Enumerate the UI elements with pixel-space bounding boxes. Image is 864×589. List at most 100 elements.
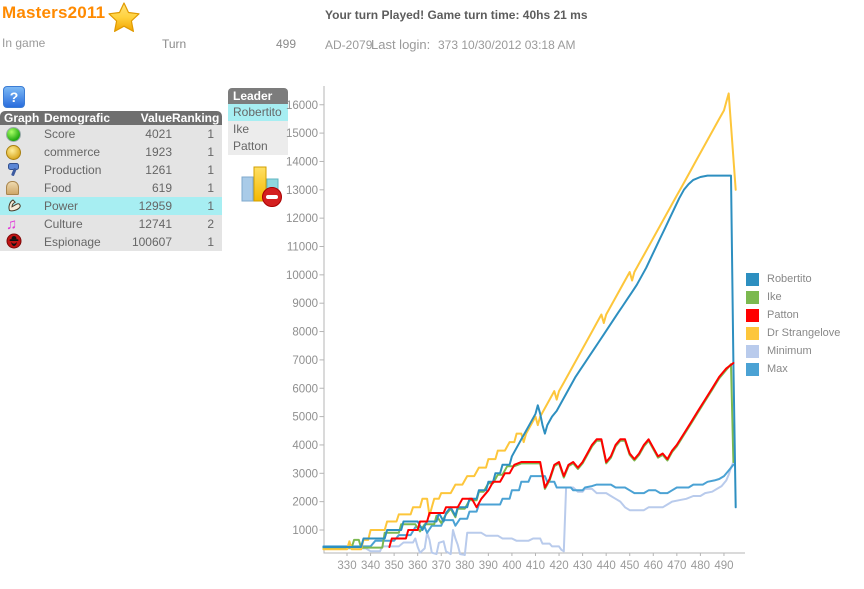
ranking-cell: 1 <box>207 181 214 195</box>
table-row-production[interactable]: Production 1261 1 <box>0 161 222 179</box>
espionage-icon <box>6 233 22 252</box>
legend-swatch <box>746 308 759 322</box>
graph-cell <box>0 181 44 195</box>
turn-label: Turn <box>162 37 187 51</box>
table-row-score[interactable]: Score 4021 1 <box>0 125 222 143</box>
svg-text:440: 440 <box>597 560 616 572</box>
chart-legend: Robertito Ike Patton Dr Strangelove Minimum M… <box>746 270 840 378</box>
legend-label: Dr Strangelove <box>767 327 841 339</box>
score-icon <box>6 126 21 142</box>
series-line-max <box>322 463 735 548</box>
svg-text:370: 370 <box>432 560 451 572</box>
svg-text:420: 420 <box>549 560 568 572</box>
legend-label: Max <box>767 363 788 375</box>
svg-text:480: 480 <box>691 560 710 572</box>
ranking-cell: 2 <box>207 217 214 231</box>
value-cell: 4021 <box>145 127 172 141</box>
demographic-cell: Score <box>44 127 76 141</box>
ranking-cell: 1 <box>207 163 214 177</box>
leader-item-patton[interactable]: Patton <box>228 138 288 155</box>
series-line-ike <box>322 363 735 549</box>
star-icon <box>108 2 140 32</box>
legend-item-max: Max <box>746 360 840 378</box>
page-title: Masters2011 <box>2 3 106 22</box>
column-header-value: Value <box>140 111 172 125</box>
svg-text:340: 340 <box>361 560 380 572</box>
value-cell: 100607 <box>131 235 172 249</box>
svg-text:450: 450 <box>620 560 639 572</box>
svg-text:390: 390 <box>479 560 498 572</box>
legend-swatch <box>746 290 759 304</box>
demographic-cell: commerce <box>44 145 101 159</box>
power-icon <box>6 197 22 216</box>
svg-text:4000: 4000 <box>292 440 318 452</box>
svg-text:13000: 13000 <box>286 185 318 197</box>
svg-text:350: 350 <box>385 560 404 572</box>
ranking-cell: 1 <box>207 199 214 213</box>
legend-item-ike: Ike <box>746 288 840 306</box>
demographics-chart: 1000 2000 3000 4000 5000 6000 7000 8000 9000 1000… <box>286 86 745 572</box>
svg-text:3000: 3000 <box>292 468 318 480</box>
svg-text:9000: 9000 <box>292 298 318 310</box>
graph-cell: ♫ <box>0 217 44 232</box>
svg-text:460: 460 <box>644 560 663 572</box>
legend-swatch <box>746 272 759 286</box>
svg-text:430: 430 <box>573 560 592 572</box>
svg-text:7000: 7000 <box>292 355 318 367</box>
series-line-minimum <box>322 461 735 556</box>
value-cell: 12741 <box>138 217 172 231</box>
value-cell: 12959 <box>138 199 172 213</box>
production-icon <box>6 161 22 180</box>
commerce-icon <box>6 144 21 160</box>
legend-swatch <box>746 362 759 376</box>
demographic-cell: Production <box>44 163 102 177</box>
value-cell: 619 <box>151 181 172 195</box>
legend-label: Patton <box>767 309 799 321</box>
svg-text:490: 490 <box>714 560 733 572</box>
legend-item-patton: Patton <box>746 306 840 324</box>
demographics-table-header: Graph Demografic Value Ranking <box>0 111 222 125</box>
series-line-patton <box>388 362 735 548</box>
legend-label: Minimum <box>767 345 812 357</box>
leader-panel-header: Leader <box>228 88 288 104</box>
value-cell: 1923 <box>145 145 172 159</box>
help-button[interactable]: ? <box>3 86 25 108</box>
svg-text:8000: 8000 <box>292 327 318 339</box>
table-row-espionage[interactable]: Espionage 100607 1 <box>0 233 222 251</box>
food-icon <box>6 181 19 195</box>
culture-icon: ♫ <box>6 215 18 233</box>
ranking-cell: 1 <box>207 127 214 141</box>
leader-item-robertito[interactable]: Robertito <box>228 104 288 121</box>
table-row-culture[interactable]: ♫ Culture 12741 2 <box>0 215 222 233</box>
remove-graph-button[interactable] <box>238 161 286 211</box>
table-row-food[interactable]: Food 619 1 <box>0 179 222 197</box>
graph-cell <box>0 144 44 160</box>
game-state-label: In game <box>2 36 46 50</box>
svg-text:10000: 10000 <box>286 270 318 282</box>
turn-value: 499 <box>276 37 297 51</box>
ranking-cell: 1 <box>207 235 214 249</box>
column-header-demografic: Demografic <box>44 111 111 125</box>
svg-text:6000: 6000 <box>292 383 318 395</box>
svg-text:5000: 5000 <box>292 412 318 424</box>
value-cell: 1261 <box>145 163 172 177</box>
last-login-value: 373 10/30/2012 03:18 AM <box>438 38 576 52</box>
era-label: AD-2079 <box>325 38 373 52</box>
table-row-commerce[interactable]: commerce 1923 1 <box>0 143 222 161</box>
svg-text:330: 330 <box>337 560 356 572</box>
leader-list: Robertito Ike Patton <box>228 104 288 155</box>
legend-label: Ike <box>767 291 782 303</box>
column-header-graph: Graph <box>4 111 40 125</box>
legend-label: Robertito <box>767 273 812 285</box>
graph-cell <box>0 161 44 180</box>
demographic-cell: Power <box>44 199 79 213</box>
leader-item-ike[interactable]: Ike <box>228 121 288 138</box>
table-row-power[interactable]: Power 12959 1 <box>0 197 222 215</box>
svg-text:380: 380 <box>455 560 474 572</box>
demographics-rows: Score 4021 1 commerce 1923 1 Production 1261 1 Fo… <box>0 125 222 251</box>
svg-text:360: 360 <box>408 560 427 572</box>
demographics-table: Graph Demografic Value Ranking Score 4021… <box>0 111 222 251</box>
leader-panel: Leader Robertito Ike Patton <box>228 88 288 155</box>
graph-cell <box>0 197 44 216</box>
svg-text:2000: 2000 <box>292 497 318 509</box>
